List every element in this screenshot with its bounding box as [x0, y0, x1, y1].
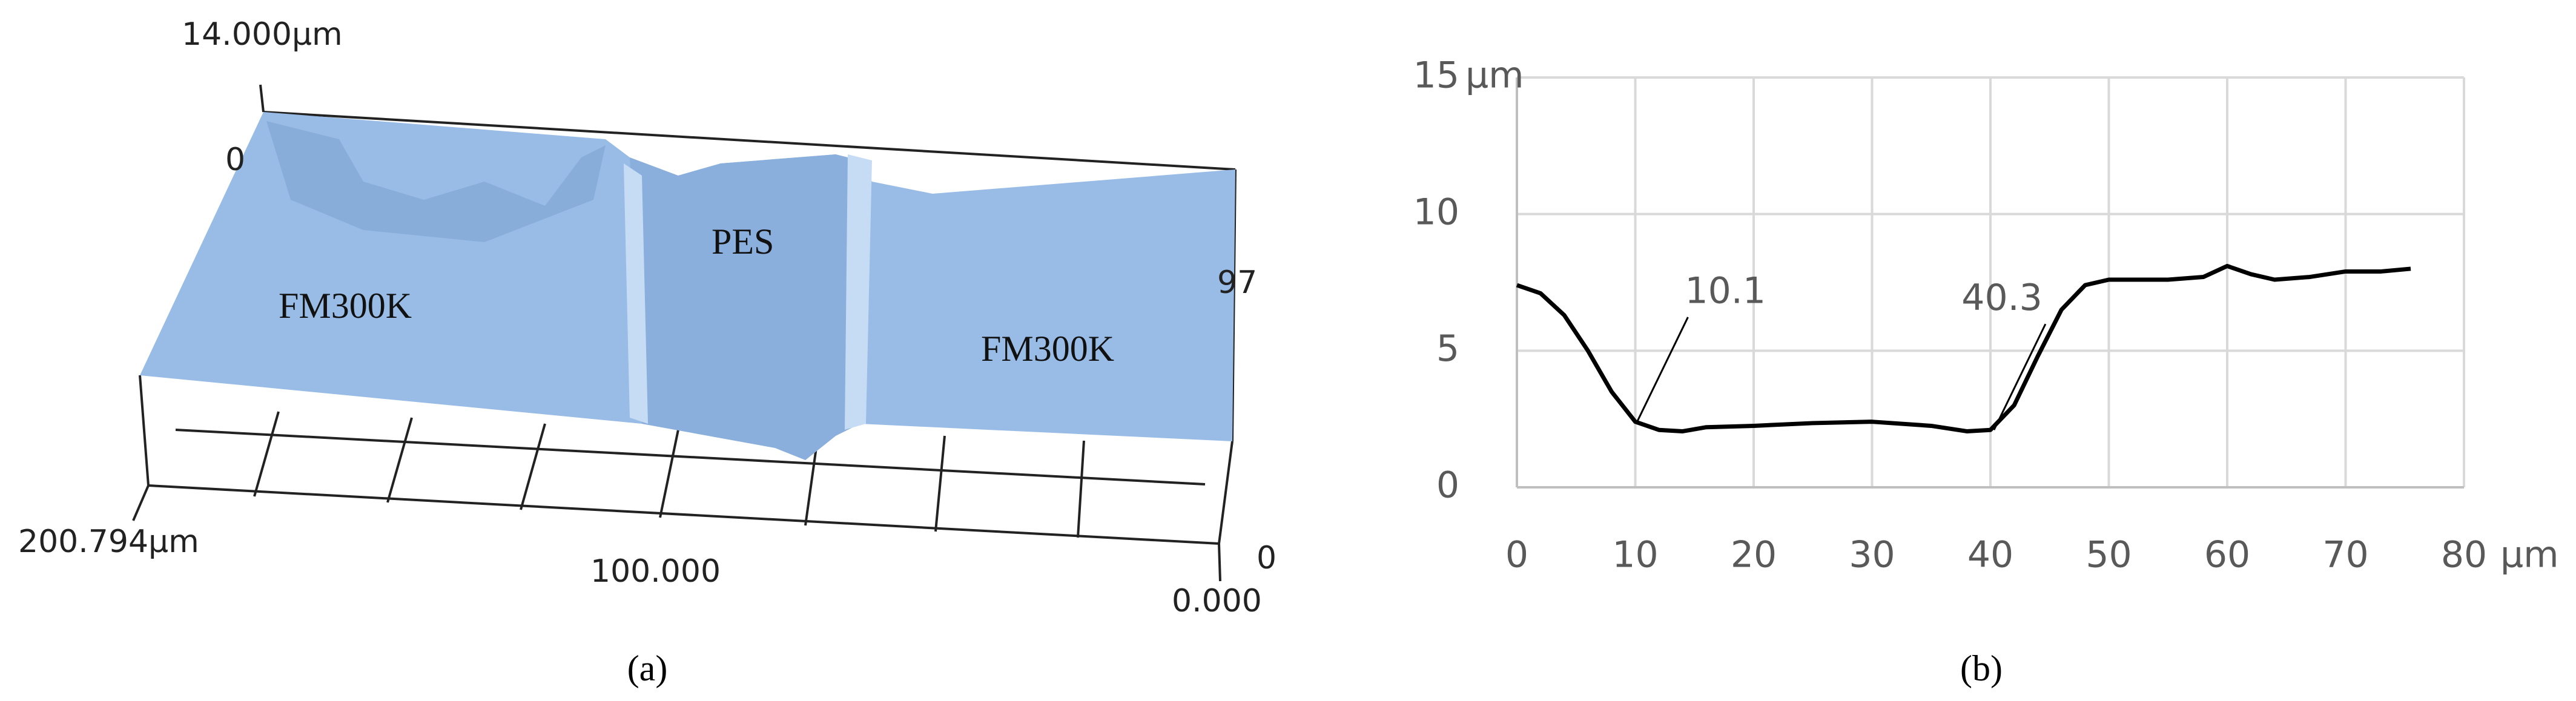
x-tick-label: 60 [2204, 534, 2250, 576]
z-zero-label: 0 [225, 142, 245, 178]
x-tick-label: 70 [2322, 534, 2368, 576]
z-max-label: 14.000μm [182, 16, 343, 53]
x-mid-label: 100.000 [590, 553, 721, 590]
y-zero-label: 0 [1257, 540, 1276, 576]
region-label: FM300K [981, 329, 1114, 369]
x-tick-label: 50 [2086, 534, 2132, 576]
y-tick-label: 0 [1436, 464, 1459, 507]
surface-rough [266, 121, 606, 242]
y-tick-label: 10 [1413, 191, 1459, 233]
surface-render [132, 84, 1237, 582]
panel-label: (a) [627, 648, 668, 688]
right-label: 97 [1217, 265, 1257, 301]
annotation-label: 40.3 [1961, 277, 2043, 319]
annotation-leader [1636, 317, 1689, 424]
x-tick-label: 20 [1731, 534, 1777, 576]
annotation-leader [1993, 323, 2047, 430]
x-tick-label: 0 [1505, 534, 1528, 576]
x-tick-label: 10 [1612, 534, 1658, 576]
surface-channel [630, 154, 860, 460]
x-zero-label: 0.000 [1172, 583, 1262, 619]
x-tick-label: 40 [1967, 534, 2013, 576]
y-tick-label: 5 [1436, 327, 1459, 370]
data-line [1516, 263, 2411, 433]
y-unit: μm [1465, 54, 1524, 97]
annotation-label: 10.1 [1685, 270, 1766, 312]
x-unit: μm [2500, 534, 2559, 576]
panel-label: (b) [1960, 648, 2003, 688]
region-label: PES [712, 222, 774, 262]
y-tick-label: 15 [1413, 54, 1459, 97]
region-label: FM300K [279, 286, 412, 326]
surface-highlight [624, 163, 648, 424]
x-tick-label: 30 [1849, 534, 1895, 576]
x-max-label: 200.794μm [18, 524, 199, 560]
x-tick-label: 80 [2441, 534, 2487, 576]
surface-highlight [845, 154, 872, 430]
